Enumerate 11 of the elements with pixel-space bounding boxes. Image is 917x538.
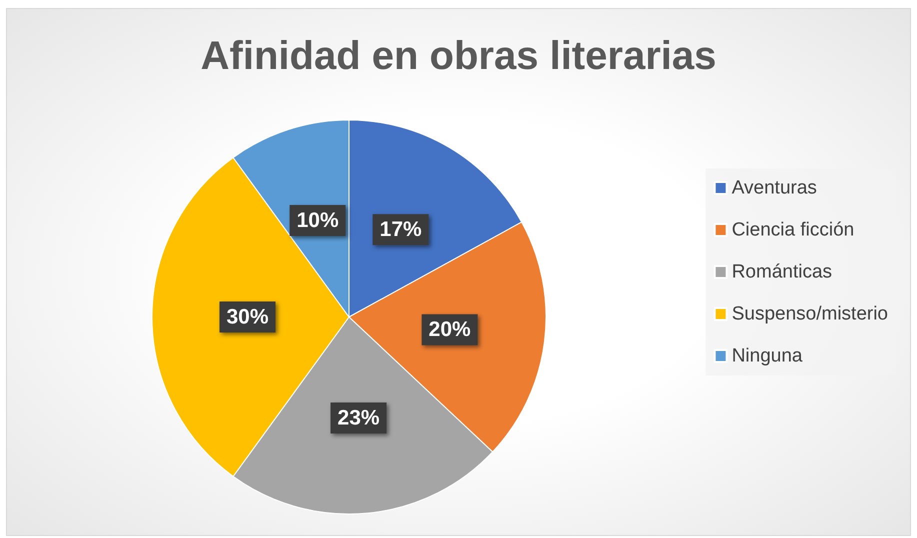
data-label: 23% bbox=[338, 406, 380, 430]
data-label: 17% bbox=[380, 218, 422, 242]
data-label: 20% bbox=[428, 318, 472, 342]
data-label: 30% bbox=[226, 306, 269, 328]
legend-label: Ciencia ficción bbox=[732, 220, 854, 240]
legend-label: Suspenso/misterio bbox=[732, 304, 888, 324]
legend-label: Románticas bbox=[732, 262, 832, 282]
legend-label: Aventuras bbox=[732, 178, 817, 198]
data-label: 10% bbox=[296, 208, 339, 232]
legend-label: Ninguna bbox=[732, 346, 803, 366]
chart-title: Afinidad en obras literarias bbox=[200, 34, 716, 78]
